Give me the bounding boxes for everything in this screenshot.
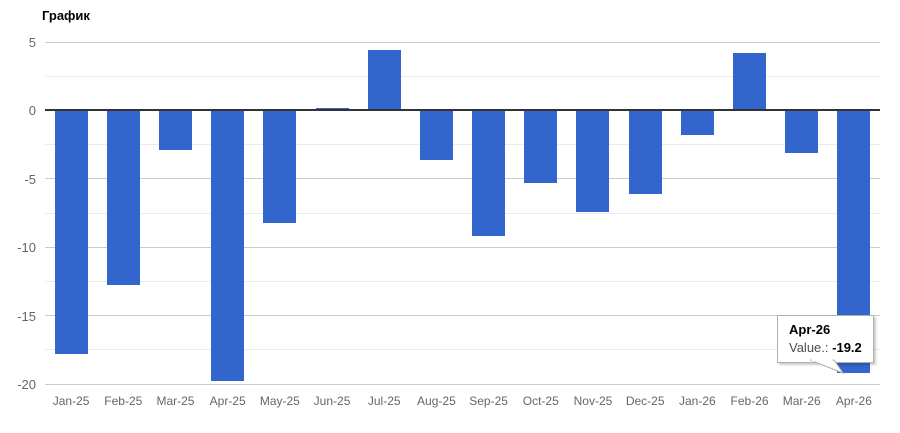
bar-aug-25[interactable] xyxy=(419,110,453,160)
bar-mar-26[interactable] xyxy=(785,110,819,153)
gridline-major xyxy=(45,246,880,248)
bar-apr-25[interactable] xyxy=(211,110,245,382)
bar-jan-25[interactable] xyxy=(54,110,88,354)
x-axis-label: Mar-25 xyxy=(156,394,195,408)
bar-oct-25[interactable] xyxy=(524,110,558,183)
gridline-major xyxy=(45,41,880,43)
tooltip-tail-icon xyxy=(809,358,845,375)
bar-may-25[interactable] xyxy=(263,110,297,223)
bar-sep-25[interactable] xyxy=(472,110,506,237)
x-axis-label: Mar-26 xyxy=(782,394,821,408)
y-axis-tick-label: -15 xyxy=(17,308,36,324)
bar-dec-25[interactable] xyxy=(628,110,662,194)
x-axis-label: Apr-25 xyxy=(209,394,246,408)
bar-jun-25[interactable] xyxy=(315,107,349,111)
x-axis-label: Oct-25 xyxy=(522,394,559,408)
y-axis-tick-label: -20 xyxy=(17,377,36,392)
zero-axis-line xyxy=(45,109,880,112)
gridline-minor xyxy=(45,212,880,214)
gridline-major xyxy=(45,178,880,180)
tooltip: Apr-26 Value.: -19.2 xyxy=(777,315,874,363)
x-axis-label: Jul-25 xyxy=(367,394,401,408)
bar-feb-26[interactable] xyxy=(733,52,767,111)
x-axis-label: Sep-25 xyxy=(469,394,508,408)
gridline-minor xyxy=(45,75,880,77)
gridline-minor xyxy=(45,349,880,351)
tooltip-category: Apr-26 xyxy=(789,322,831,337)
tooltip-value-label: Value.: xyxy=(789,340,829,355)
y-axis-tick-label: -10 xyxy=(17,240,36,256)
y-axis-tick-label: 5 xyxy=(28,35,36,50)
x-axis-label: Dec-25 xyxy=(625,394,665,408)
x-axis-label: Apr-26 xyxy=(835,394,872,408)
bar-jul-25[interactable] xyxy=(367,50,401,111)
x-axis-label: Jan-25 xyxy=(52,394,90,408)
x-axis-label: Feb-25 xyxy=(104,394,143,408)
bar-feb-25[interactable] xyxy=(106,110,140,286)
y-axis-tick-label: -5 xyxy=(24,171,36,187)
x-axis-label: Nov-25 xyxy=(573,394,613,408)
chart-title: График xyxy=(42,8,90,23)
gridline-minor xyxy=(45,144,880,146)
bar-jan-26[interactable] xyxy=(680,110,714,135)
gridline-major xyxy=(45,315,880,317)
x-axis-label: Aug-25 xyxy=(417,394,456,408)
x-axis-label: May-25 xyxy=(259,394,300,408)
y-axis-tick-label: 0 xyxy=(28,103,36,119)
bar-nov-25[interactable] xyxy=(576,110,610,212)
bar-mar-25[interactable] xyxy=(158,110,192,151)
gridline-minor xyxy=(45,280,880,282)
gridline-major xyxy=(45,383,880,385)
x-axis-label: Feb-26 xyxy=(730,394,769,408)
tooltip-value: -19.2 xyxy=(832,340,862,355)
x-axis-label: Jun-25 xyxy=(313,394,351,408)
x-axis-label: Jan-26 xyxy=(678,394,716,408)
tooltip-value-line: Value.: -19.2 xyxy=(789,340,862,355)
